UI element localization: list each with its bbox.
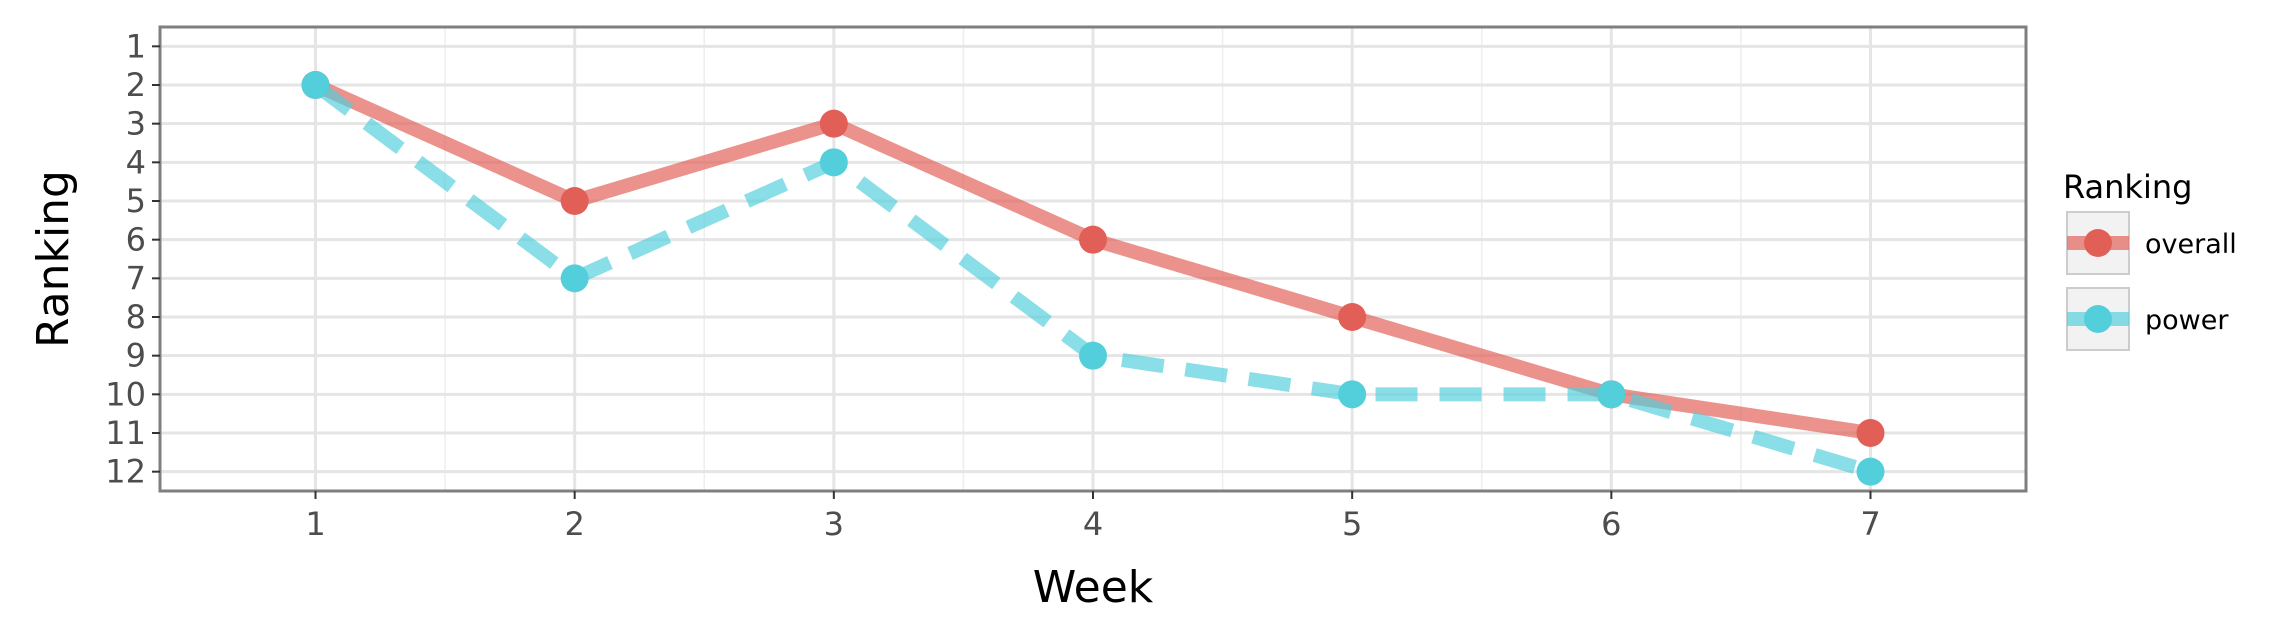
legend-title: Ranking bbox=[2063, 168, 2192, 206]
legend-label-overall: overall bbox=[2145, 229, 2237, 260]
data-point-overall bbox=[1079, 225, 1107, 254]
x-tick-label: 6 bbox=[1601, 505, 1621, 543]
data-point-power bbox=[1597, 380, 1626, 409]
x-tick-label: 7 bbox=[1860, 505, 1880, 543]
series-layer bbox=[301, 71, 1885, 486]
y-tick-label: 2 bbox=[126, 66, 146, 104]
data-point-overall bbox=[819, 109, 848, 138]
data-point-power bbox=[560, 264, 589, 293]
data-point-overall bbox=[1338, 303, 1367, 331]
y-tick-label: 12 bbox=[105, 453, 146, 491]
y-tick-label: 5 bbox=[126, 182, 146, 220]
y-axis-title: Ranking bbox=[28, 170, 79, 348]
y-tick-label: 6 bbox=[126, 221, 146, 259]
y-tick-label: 7 bbox=[126, 259, 146, 297]
data-point-overall bbox=[560, 187, 589, 215]
data-point-overall bbox=[1856, 419, 1885, 447]
x-tick-label: 2 bbox=[564, 505, 584, 543]
x-tick-label: 1 bbox=[305, 505, 325, 543]
legend-marker-overall bbox=[2084, 229, 2112, 257]
y-tick-label: 8 bbox=[126, 298, 146, 336]
x-tick-label: 3 bbox=[824, 505, 844, 543]
legend: Ranking overall power bbox=[2063, 168, 2237, 351]
data-point-power bbox=[1856, 457, 1885, 486]
y-tick-label: 10 bbox=[105, 375, 146, 413]
y-tick-label: 4 bbox=[126, 143, 146, 181]
y-tick-label: 9 bbox=[126, 337, 146, 375]
x-axis-ticks: 1 2 3 4 5 6 7 bbox=[305, 491, 1881, 543]
data-point-power bbox=[1079, 341, 1107, 370]
x-tick-label: 4 bbox=[1083, 505, 1103, 543]
x-tick-label: 5 bbox=[1342, 505, 1362, 543]
data-point-power bbox=[819, 148, 848, 177]
data-point-power bbox=[1338, 380, 1367, 409]
data-point-power bbox=[301, 71, 330, 99]
legend-marker-power bbox=[2084, 305, 2112, 333]
x-axis-title: Week bbox=[1033, 562, 1154, 613]
y-tick-label: 1 bbox=[126, 27, 146, 65]
y-tick-label: 11 bbox=[105, 414, 146, 452]
legend-label-power: power bbox=[2145, 305, 2229, 336]
y-tick-label: 3 bbox=[126, 105, 146, 143]
